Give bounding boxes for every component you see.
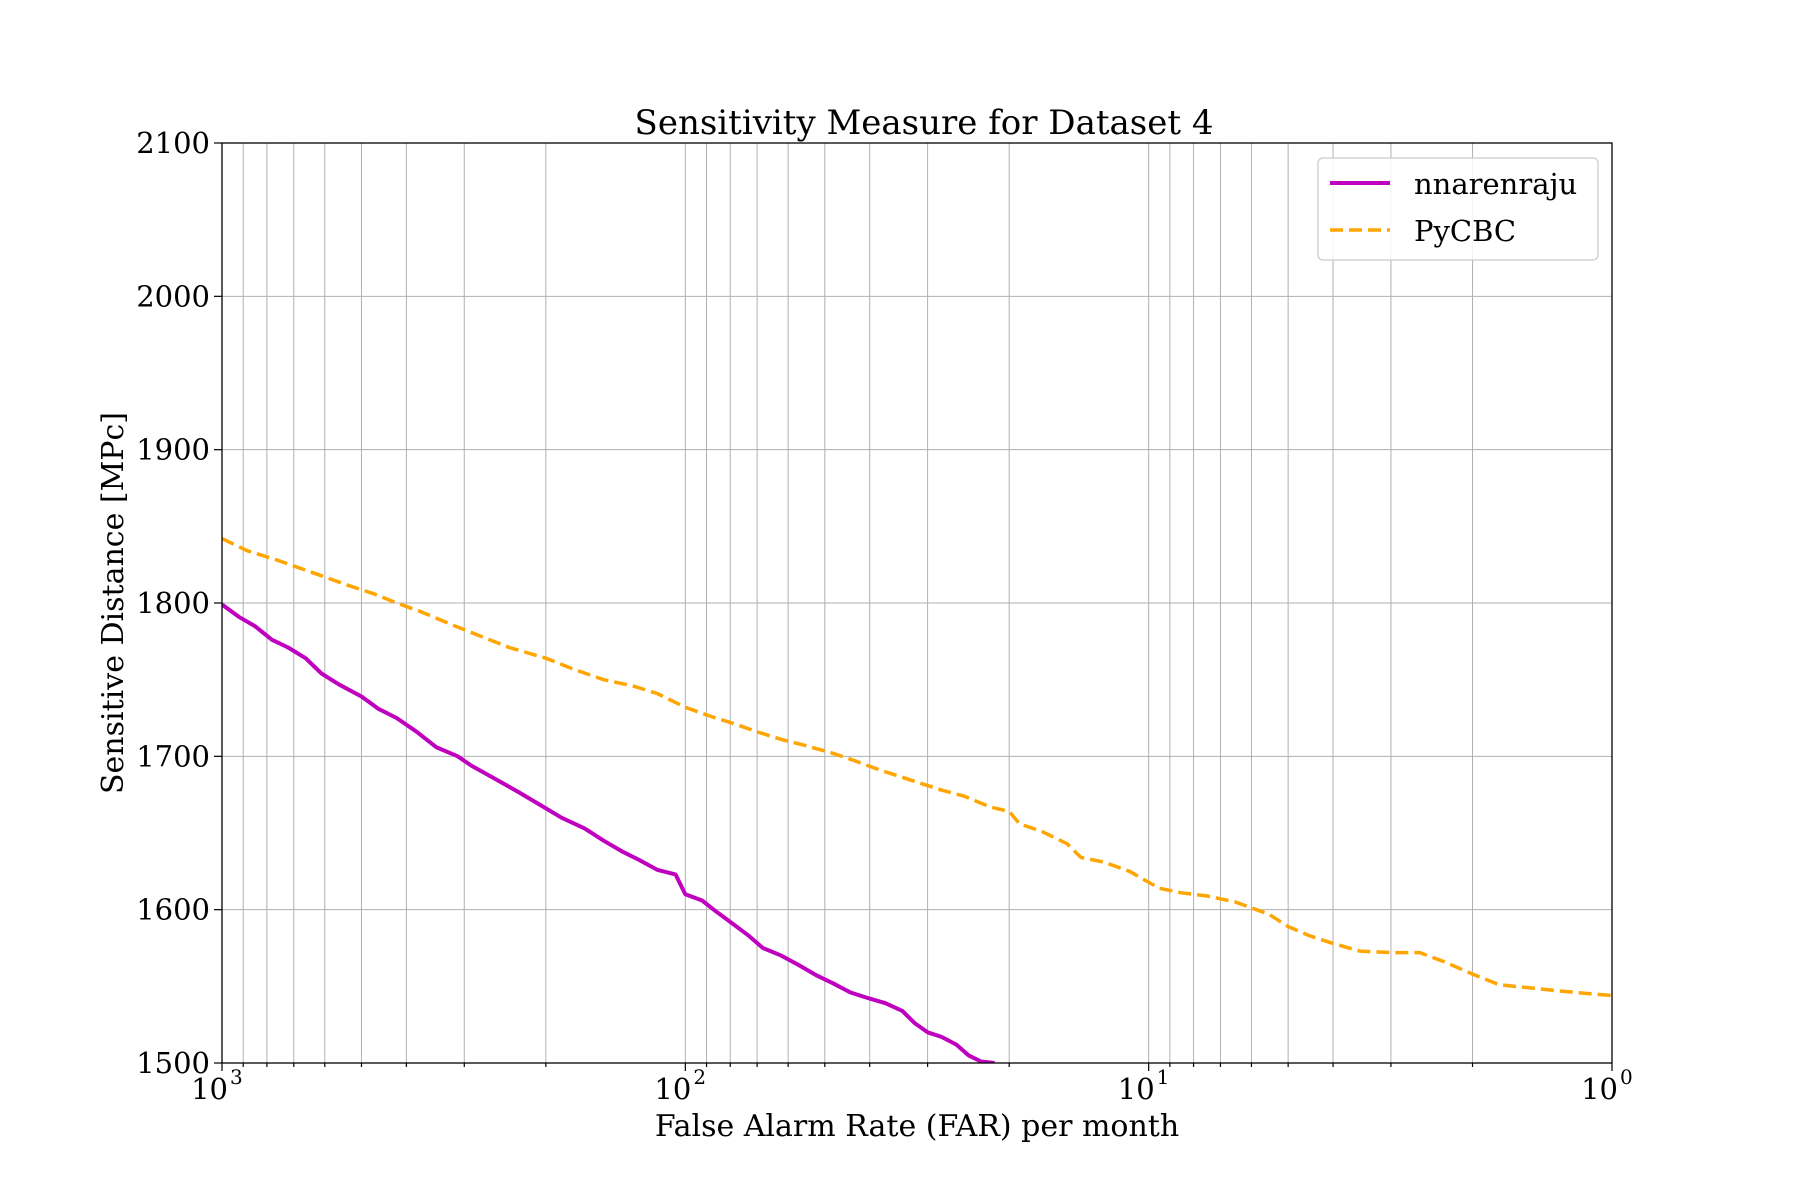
x-tick-label-exp: 0: [1620, 1065, 1633, 1089]
x-tick-label: 10 0: [1581, 1065, 1633, 1106]
series-line-pycbc: [222, 537, 1612, 998]
legend: nnarenraju PyCBC: [1317, 157, 1599, 261]
legend-label-nnarenraju: nnarenraju: [1414, 167, 1577, 201]
series-line-nnarenraju: [222, 602, 995, 1063]
x-tick-label-base: 10: [654, 1072, 691, 1106]
x-tick-label-exp: 3: [230, 1065, 243, 1089]
y-tick-label: 1500: [136, 1046, 210, 1080]
y-tick-label: 1600: [136, 893, 210, 927]
y-tick-label: 1900: [136, 433, 210, 467]
chart-title: Sensitivity Measure for Dataset 4: [635, 103, 1214, 143]
x-tick-label-exp: 2: [693, 1065, 706, 1089]
legend-label-pycbc: PyCBC: [1414, 214, 1516, 248]
y-axis-label: Sensitive Distance [MPc]: [96, 412, 131, 794]
x-tick-label-base: 10: [1118, 1072, 1155, 1106]
y-tick-label: 2100: [136, 126, 210, 160]
y-tick-label: 1700: [136, 739, 210, 773]
y-tick-label: 2000: [136, 279, 210, 313]
series-group: [222, 537, 1612, 1063]
grid-lines: [221, 142, 1613, 1064]
x-tick-label-exp: 1: [1157, 1065, 1170, 1089]
x-tick-label: 10 1: [1118, 1065, 1170, 1106]
x-tick-label-base: 10: [191, 1072, 228, 1106]
x-tick-label: 10 2: [654, 1065, 706, 1106]
x-axis-label: False Alarm Rate (FAR) per month: [655, 1109, 1179, 1144]
x-tick-label: 10 3: [191, 1065, 243, 1106]
y-tick-label: 1800: [136, 586, 210, 620]
x-tick-label-base: 10: [1581, 1072, 1618, 1106]
axis-ticks: [214, 142, 1613, 1071]
